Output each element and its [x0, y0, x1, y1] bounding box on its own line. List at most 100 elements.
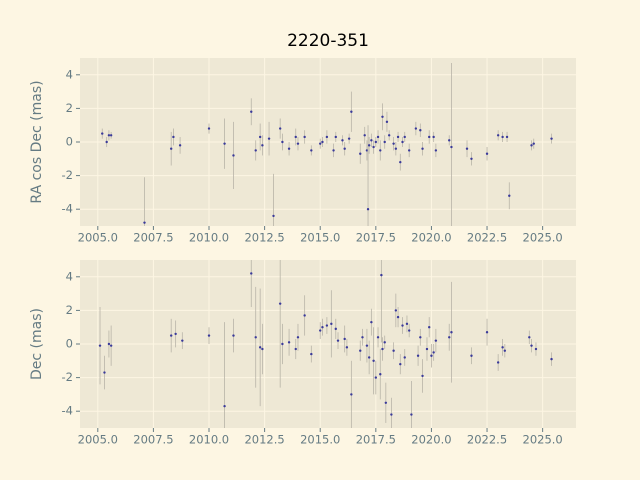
data-point	[341, 139, 344, 142]
data-point	[432, 351, 435, 354]
data-point	[174, 332, 177, 336]
data-point	[392, 142, 395, 145]
data-point	[278, 127, 282, 130]
x-tick-label: 2017.5	[356, 433, 396, 447]
data-point	[550, 357, 553, 361]
axes: 2005.0 2007.5 2010.0 2012.5 2015.0 2017.5 2020…	[29, 58, 576, 245]
y-tick-label: -4	[62, 404, 73, 418]
x-tick-label: 2025.0	[523, 231, 563, 245]
data-point	[403, 135, 406, 139]
data-point	[359, 349, 362, 352]
data-point	[169, 334, 173, 337]
data-point	[334, 327, 337, 331]
y-tick-label: 4	[66, 269, 73, 283]
x-tick-label: 2025.0	[523, 433, 563, 447]
data-point	[366, 208, 370, 211]
data-point	[450, 331, 453, 334]
data-point	[336, 339, 340, 342]
data-point	[281, 342, 284, 346]
y-tick-label: -4	[62, 202, 73, 216]
data-point	[410, 413, 413, 416]
data-point	[321, 140, 324, 144]
y-axis-label: RA cos Dec (mas)	[29, 80, 45, 203]
data-point	[359, 152, 362, 155]
data-point	[399, 362, 402, 366]
data-point	[448, 139, 451, 142]
data-point	[254, 149, 257, 152]
data-point	[385, 120, 389, 124]
data-point	[372, 359, 375, 362]
data-point	[169, 147, 173, 150]
data-point	[278, 302, 282, 305]
chart-title: 2220-351	[287, 31, 369, 51]
data-point	[399, 160, 402, 164]
data-point	[343, 337, 346, 341]
data-layer	[101, 63, 553, 226]
y-tick-label: 2	[66, 101, 73, 115]
x-tick-label: 2007.5	[133, 231, 173, 245]
data-layer	[98, 260, 553, 428]
data-point	[419, 336, 422, 339]
data-point	[396, 315, 400, 319]
data-point	[143, 221, 146, 224]
data-point	[550, 137, 553, 140]
data-point	[350, 110, 353, 113]
data-point	[101, 132, 104, 135]
data-point	[379, 149, 382, 152]
y-tick-label: 0	[66, 135, 73, 149]
data-point	[109, 134, 113, 137]
x-tick-label: 2015.0	[300, 433, 340, 447]
data-point	[207, 127, 211, 130]
data-point	[334, 135, 337, 139]
data-point	[232, 334, 235, 337]
data-point	[321, 326, 324, 329]
data-point	[98, 344, 102, 347]
data-point	[367, 144, 371, 147]
x-tick-label: 2020.0	[411, 231, 451, 245]
data-point	[383, 140, 386, 144]
x-tick-label: 2007.5	[133, 433, 173, 447]
x-tick-label: 2022.5	[467, 433, 507, 447]
data-point	[367, 356, 371, 359]
data-point	[332, 149, 335, 152]
data-point	[383, 341, 386, 344]
data-point	[530, 344, 533, 347]
y-tick-label: 4	[66, 67, 73, 81]
data-point	[370, 139, 373, 142]
data-point	[370, 320, 373, 324]
data-point	[347, 137, 351, 140]
data-point	[396, 135, 400, 139]
data-point	[172, 135, 175, 139]
axes: 2005.0 2007.5 2010.0 2012.5 2015.0 2017.5 2020…	[29, 260, 576, 447]
data-point	[485, 331, 489, 334]
data-point	[470, 157, 473, 160]
data-point	[403, 356, 406, 359]
x-tick-label: 2010.0	[189, 231, 229, 245]
data-point	[105, 140, 108, 144]
data-point	[330, 322, 333, 326]
data-point	[384, 401, 388, 404]
data-point	[432, 135, 435, 139]
data-point	[407, 329, 411, 332]
data-point	[294, 347, 297, 351]
data-point	[272, 214, 275, 218]
data-point	[207, 334, 211, 337]
data-point	[303, 314, 306, 317]
data-point	[372, 145, 375, 149]
data-point	[505, 135, 509, 139]
data-point	[310, 149, 313, 152]
x-tick-label: 2017.5	[356, 231, 396, 245]
x-tick-label: 2022.5	[467, 231, 507, 245]
data-point	[250, 272, 253, 275]
data-point	[501, 346, 504, 349]
x-tick-label: 2020.0	[411, 433, 451, 447]
data-point	[374, 376, 378, 379]
data-point	[343, 147, 346, 150]
data-point	[496, 134, 500, 137]
data-point	[425, 347, 429, 351]
data-point	[381, 347, 384, 351]
data-point	[414, 127, 418, 130]
data-point	[261, 347, 264, 351]
data-point	[258, 346, 262, 349]
data-point	[267, 137, 271, 140]
